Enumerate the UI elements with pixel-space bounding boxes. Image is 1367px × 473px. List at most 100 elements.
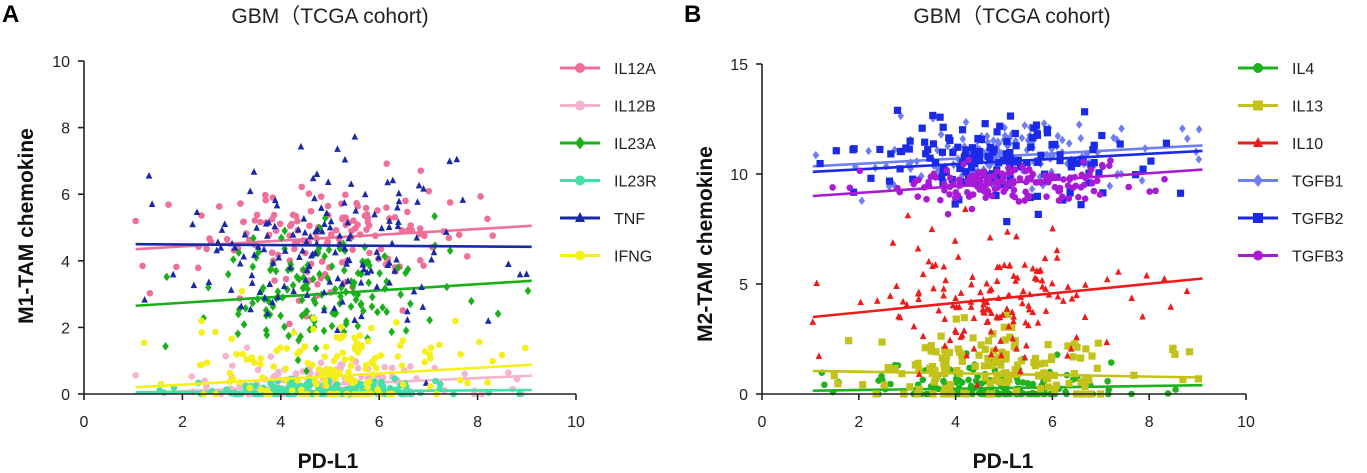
point-tgfb3 — [965, 156, 973, 164]
point-il13 — [1002, 355, 1010, 363]
point-tgfb2 — [962, 146, 970, 154]
legend-label-ifng: IFNG — [614, 249, 652, 266]
point-tgfb2 — [922, 150, 930, 158]
point-il12b — [317, 359, 325, 367]
point-il10 — [983, 318, 991, 325]
point-ifng — [358, 342, 365, 349]
point-tgfb2 — [984, 152, 992, 161]
point-tnf — [422, 379, 430, 386]
point-ifng — [349, 379, 356, 387]
point-tgfb2 — [938, 148, 947, 156]
point-il13 — [1030, 358, 1038, 367]
point-il13 — [930, 378, 938, 386]
point-il13 — [1000, 323, 1008, 331]
point-il10 — [969, 273, 976, 280]
point-il13 — [830, 372, 838, 380]
point-il4 — [978, 380, 985, 387]
point-tnf — [263, 232, 271, 239]
point-il13 — [1064, 342, 1072, 350]
point-il23a — [376, 269, 383, 278]
point-il23r — [252, 382, 260, 390]
point-il12a — [339, 214, 347, 221]
point-tnf — [261, 294, 269, 301]
point-il12b — [270, 373, 278, 380]
point-tnf — [269, 298, 276, 306]
point-il12a — [455, 231, 463, 239]
point-ifng — [362, 361, 370, 369]
point-il13 — [926, 364, 934, 372]
point-tnf — [246, 187, 254, 195]
plot-area-a — [132, 133, 532, 399]
point-il23a — [263, 330, 271, 340]
point-tgfb2 — [1028, 134, 1036, 142]
point-il10 — [1013, 232, 1020, 240]
point-tnf — [347, 180, 355, 187]
point-ifng — [452, 317, 459, 325]
point-tgfb2 — [1090, 141, 1098, 149]
point-il13 — [1082, 345, 1090, 353]
point-tgfb3 — [956, 179, 963, 187]
point-il10 — [915, 370, 923, 377]
point-il12b — [243, 344, 251, 352]
point-il23a — [242, 303, 249, 313]
point-il10 — [963, 351, 970, 359]
point-il23a — [383, 277, 390, 286]
point-il10 — [986, 233, 994, 241]
point-il10 — [993, 277, 1001, 284]
point-tnf — [193, 208, 201, 216]
point-tgfb3 — [951, 194, 959, 202]
point-il4 — [1172, 386, 1179, 393]
series-tnf-points — [141, 133, 530, 386]
point-il12a — [270, 211, 278, 219]
point-ifng — [283, 345, 291, 352]
point-tnf — [256, 288, 264, 295]
legend-a: IL12A IL12B IL23A IL23R TNF IFNG — [560, 61, 657, 266]
point-il13 — [977, 341, 985, 349]
point-tgfb3 — [1107, 157, 1114, 164]
point-tgfb3 — [1029, 170, 1036, 178]
point-tnf — [420, 185, 427, 192]
point-tgfb2 — [926, 154, 934, 162]
point-ifng — [345, 368, 352, 376]
point-tgfb2 — [909, 175, 917, 183]
point-tgfb2 — [1139, 165, 1147, 173]
point-il10 — [1017, 367, 1024, 375]
x-tick-label-a: 4 — [276, 414, 285, 431]
point-ifng — [226, 369, 234, 377]
point-tnf — [373, 283, 381, 290]
point-il13 — [1006, 333, 1014, 341]
point-tgfb2 — [832, 147, 840, 155]
point-il23a — [357, 299, 365, 308]
point-tnf — [516, 270, 524, 278]
point-il10 — [962, 205, 969, 212]
point-il10 — [1019, 287, 1027, 295]
point-il12a — [314, 281, 321, 288]
x-tick-label-b: 2 — [854, 414, 863, 431]
point-il12a — [146, 289, 154, 297]
point-tnf — [332, 248, 339, 256]
point-tgfb2 — [996, 122, 1004, 130]
point-tgfb1 — [1179, 124, 1186, 133]
legend-label-tgfb1: TGFB1 — [1292, 174, 1344, 191]
point-il10 — [1021, 353, 1029, 361]
point-tgfb3 — [1096, 191, 1104, 198]
point-il10 — [1073, 291, 1080, 299]
point-tnf — [391, 267, 399, 274]
point-tgfb2 — [939, 165, 947, 173]
point-il12a — [139, 262, 146, 270]
point-tnf — [361, 190, 369, 198]
point-tgfb3 — [1080, 158, 1087, 166]
point-ifng — [396, 342, 404, 350]
point-tnf — [344, 256, 351, 264]
point-tnf — [289, 230, 297, 238]
point-tnf — [301, 228, 309, 236]
point-il10 — [973, 381, 981, 388]
point-ifng — [313, 381, 320, 388]
point-il13 — [1005, 376, 1013, 384]
point-tnf — [326, 278, 334, 285]
point-il13 — [942, 358, 950, 366]
legend-marker-il13 — [1253, 100, 1263, 111]
point-il13 — [987, 362, 995, 370]
point-tnf — [334, 274, 342, 282]
point-tgfb2 — [960, 153, 968, 161]
